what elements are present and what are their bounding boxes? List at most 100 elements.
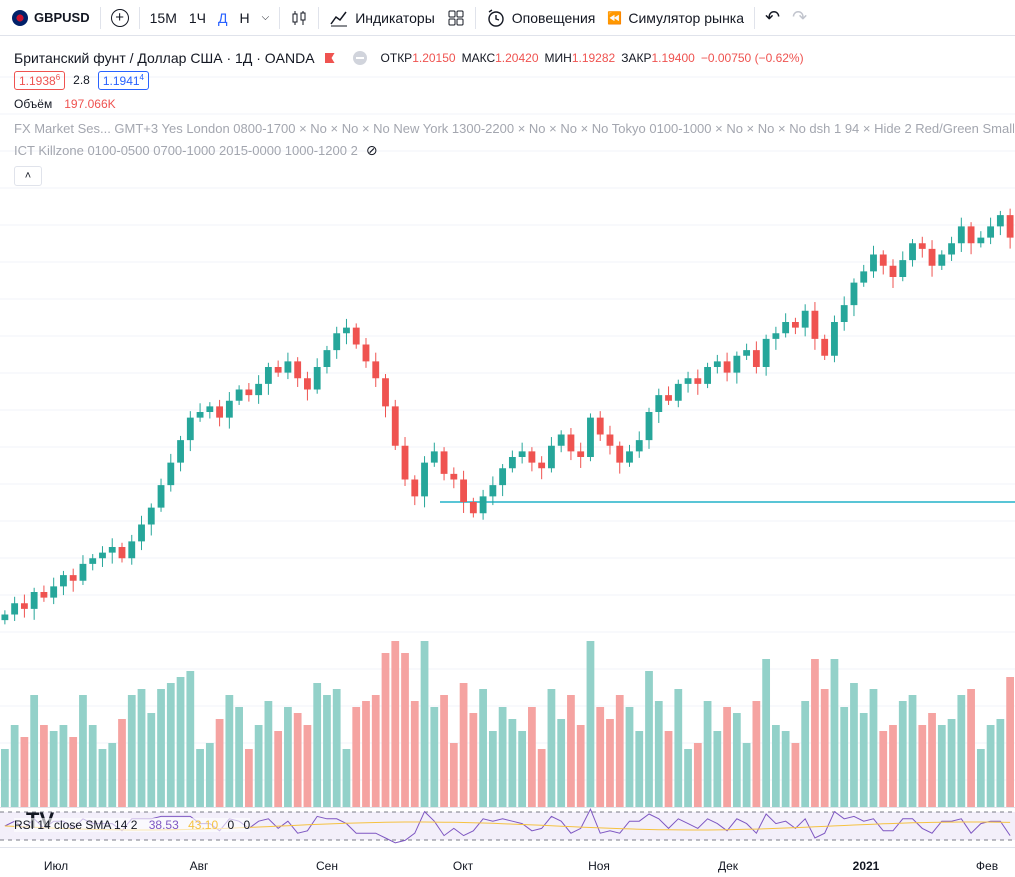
volume-bar [615, 695, 624, 807]
volume-bar [196, 749, 204, 807]
volume-bar [859, 713, 868, 807]
candle-body [469, 502, 477, 514]
volume-bar [10, 725, 19, 807]
volume-bar [410, 701, 419, 807]
volume-bar [996, 719, 1005, 807]
volume-bar [313, 683, 322, 807]
candle-body [196, 412, 204, 418]
indicators-icon [330, 11, 348, 26]
volume-bar [986, 725, 995, 807]
high-value: 1.20420 [495, 51, 539, 65]
volume-bar [567, 695, 575, 807]
candle-body [977, 237, 985, 244]
replay-button[interactable]: ⏪ Симулятор рынка [607, 9, 745, 26]
candle-body [957, 226, 965, 244]
volume-bar [811, 659, 819, 807]
candle-body [743, 350, 751, 356]
candle-body [147, 507, 155, 525]
candle-body [11, 603, 19, 615]
candle-body [665, 395, 672, 401]
candle-body [421, 462, 428, 497]
candle-body [264, 367, 272, 384]
candle-body [450, 473, 458, 480]
volume-bar [1, 749, 9, 807]
time-axis-label: 2021 [852, 859, 880, 873]
chart-type-button[interactable] [284, 0, 314, 36]
compare-button[interactable]: + [105, 0, 135, 36]
close-value: 1.19400 [651, 51, 695, 65]
candle-body [967, 226, 975, 244]
candle-body [79, 563, 87, 581]
volume-bar [420, 641, 429, 807]
price-chart[interactable] [0, 37, 1015, 807]
volume-bar [59, 725, 68, 807]
rsi-pane[interactable]: TV RSI 14 close SMA 14 2 38.53 43.10 0 0 [0, 807, 1015, 847]
candle-body [674, 383, 682, 401]
time-axis[interactable]: Июл Авг Сен Окт Ноя Дек 2021 Фев [0, 847, 1015, 877]
time-axis-label: Июл [43, 859, 69, 873]
candle-body [684, 378, 692, 384]
indicator-fx-sessions[interactable]: FX Market Ses... GMT+3 Yes London 0800-1… [14, 120, 1014, 136]
candle-body [577, 451, 585, 457]
interval-1w[interactable]: Н [239, 9, 250, 26]
candle-body [274, 367, 282, 373]
eye-crossed-icon[interactable]: ⊘ [365, 141, 378, 158]
candle-body [89, 558, 97, 564]
volume-bar [264, 701, 273, 807]
candle-body [655, 395, 663, 412]
candle-body [489, 485, 497, 497]
volume-bar [254, 725, 263, 807]
volume-bar [176, 677, 185, 807]
candle-body [801, 310, 809, 328]
candle-body [20, 603, 28, 609]
volume-bar [40, 725, 48, 807]
volume-bar [625, 707, 634, 807]
candle-body [508, 457, 516, 469]
alerts-button[interactable]: Оповещения [480, 0, 602, 36]
symbol-search[interactable]: GBPUSD [0, 0, 96, 36]
rsi-line [4, 808, 1011, 844]
redo-button[interactable]: ↷ [786, 0, 813, 36]
sell-button[interactable]: 1.19386 [14, 70, 66, 90]
volume-bar [69, 737, 78, 807]
candle-body [1, 614, 9, 621]
candle-body [40, 592, 48, 598]
candle-body [167, 462, 175, 486]
hide-toggle-icon[interactable] [352, 51, 367, 65]
volume-bar [674, 689, 683, 807]
legend-title[interactable]: Британский фунт / Доллар США · 1Д · OAND… [14, 50, 315, 66]
interval-15m[interactable]: 15М [149, 9, 177, 26]
candle-body [879, 254, 887, 266]
buy-button[interactable]: 1.19414 [97, 70, 149, 90]
candle-body [430, 451, 438, 463]
time-axis-label: Окт [452, 859, 474, 873]
candle-body [752, 350, 760, 367]
interval-dropdown[interactable]: ⌵ [256, 0, 276, 36]
interval-1h[interactable]: 1Ч [188, 9, 206, 26]
candle-body [811, 310, 819, 339]
undo-button[interactable]: ↶ [759, 0, 786, 36]
collapse-legend-button[interactable]: ˄ [14, 166, 42, 186]
candle-body [626, 451, 633, 463]
candle-body [557, 434, 565, 446]
volume-bar [430, 707, 439, 807]
volume-bar [908, 695, 917, 807]
chart-pane[interactable]: Британский фунт / Доллар США · 1Д · OAND… [0, 37, 1015, 807]
interval-1d[interactable]: Д [217, 9, 228, 26]
indicators-button[interactable]: Индикаторы [323, 0, 441, 36]
volume-row: Объём 197.066K [14, 97, 116, 111]
candle-body [518, 451, 526, 457]
candle-body [372, 361, 380, 379]
candle-body [225, 400, 233, 418]
volume-bar [391, 641, 400, 807]
volume-bar [723, 707, 731, 807]
candle-body [694, 378, 702, 384]
indicator-ict-killzone[interactable]: ICT Killzone 0100-0500 0700-1000 2015-00… [14, 141, 378, 158]
volume-bar [225, 695, 234, 807]
layouts-button[interactable] [441, 0, 471, 36]
candle-body [235, 389, 243, 401]
volume-bar [869, 689, 878, 807]
candles-icon [292, 10, 306, 25]
redo-icon: ↷ [792, 7, 808, 27]
candle-body [294, 361, 302, 379]
